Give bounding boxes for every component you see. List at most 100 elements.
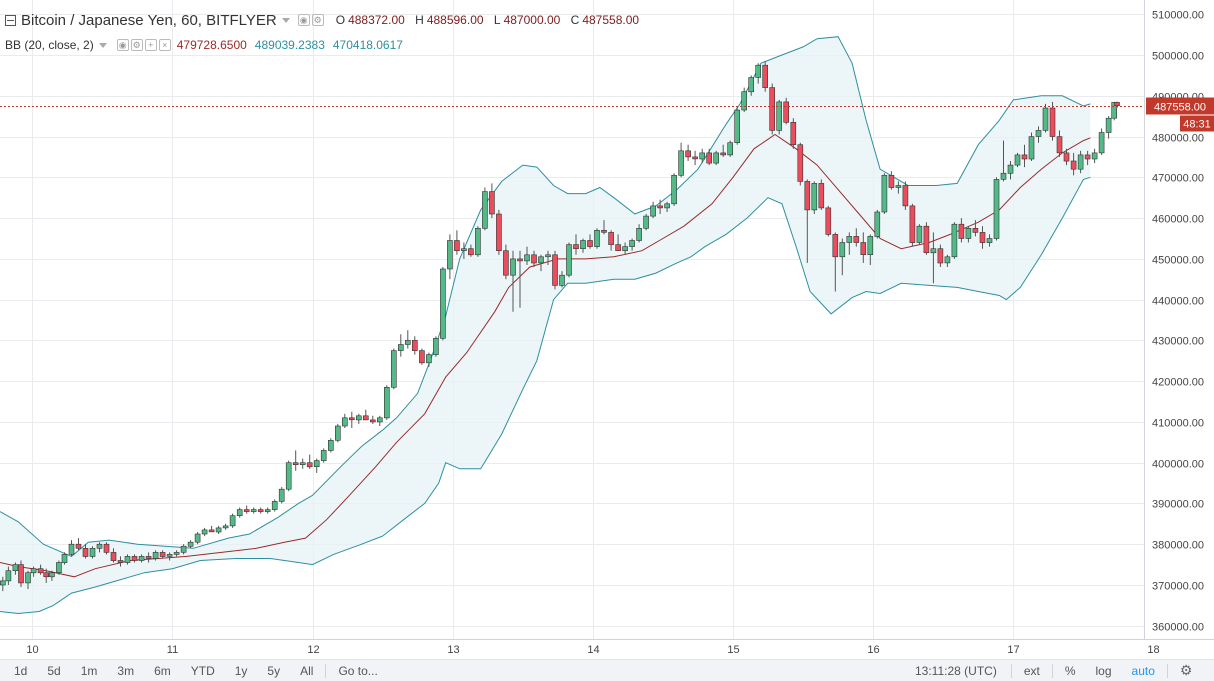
candle	[979, 226, 986, 249]
candle	[1056, 130, 1063, 157]
price-tick-label: 480000.00	[1152, 133, 1204, 145]
candle-body	[145, 556, 152, 559]
candle	[482, 187, 488, 231]
candle-body	[699, 152, 706, 160]
indicator-add-icon[interactable]: +	[144, 39, 157, 51]
utc-clock[interactable]: 13:11:28 (UTC)	[915, 663, 997, 678]
candle	[951, 222, 958, 259]
candle-body	[299, 462, 306, 466]
candle	[671, 173, 677, 206]
candle-body	[320, 450, 327, 461]
indicator-settings-icon[interactable]: ⚙	[130, 39, 143, 51]
eye-icon[interactable]: ◉	[297, 14, 310, 26]
indicator-chevron-icon[interactable]	[98, 42, 107, 48]
range-1m[interactable]: 1m	[80, 663, 98, 678]
settings-icon[interactable]: ⚙	[311, 14, 324, 26]
candle-body	[608, 232, 614, 245]
candle	[1014, 152, 1021, 168]
candle-body	[75, 543, 82, 549]
indicator-eye-icon[interactable]: ◉	[116, 39, 129, 51]
range-1d[interactable]: 1d	[14, 663, 28, 678]
candle	[797, 142, 804, 186]
goto-button[interactable]: Go to...	[338, 663, 378, 678]
range-5y[interactable]: 5y	[267, 663, 281, 678]
candle-body	[692, 156, 698, 160]
candle	[552, 250, 558, 290]
candle-body	[888, 175, 895, 188]
symbol-title[interactable]: Bitcoin / Japanese Yen, 60, BITFLYER	[21, 11, 277, 29]
candle-body	[671, 175, 677, 205]
range-ytd[interactable]: YTD	[190, 663, 215, 678]
candle-body	[496, 213, 502, 252]
range-all[interactable]: All	[300, 663, 314, 678]
candle	[12, 562, 19, 575]
candle	[110, 548, 117, 563]
auto-toggle[interactable]: auto	[1131, 663, 1155, 678]
candle-body	[566, 244, 572, 276]
candle	[524, 246, 530, 265]
candle-body	[390, 350, 397, 388]
candle-body	[811, 183, 818, 211]
candle-body	[776, 101, 783, 131]
candle	[1021, 144, 1028, 168]
price-axis[interactable]: 360000.00 370000.00 380000.00 390000.00 4000…	[1152, 10, 1204, 634]
candle	[404, 330, 411, 349]
range-6m[interactable]: 6m	[154, 663, 171, 678]
candle	[629, 238, 635, 251]
ext-toggle[interactable]: ext	[1023, 663, 1040, 678]
candle-body	[832, 234, 839, 258]
candle	[678, 142, 684, 178]
candle-body	[43, 572, 50, 578]
candle	[194, 532, 201, 545]
candle	[236, 507, 243, 518]
low-value: 487000.00	[503, 13, 561, 27]
candle-body	[622, 246, 628, 252]
time-axis[interactable]: 10 11 12 13 14 15 16 17 18	[26, 644, 1159, 656]
indicator-label[interactable]: BB (20, close, 2)	[5, 38, 94, 52]
candle-body	[734, 109, 741, 143]
candle-body	[524, 254, 530, 262]
candle-body	[103, 543, 110, 553]
log-toggle[interactable]: log	[1095, 663, 1112, 678]
bb-basis-value: 479728.6500	[176, 38, 247, 52]
candle	[96, 542, 103, 553]
candle	[1111, 101, 1117, 121]
candle-body	[5, 570, 12, 582]
range-5d[interactable]: 5d	[47, 663, 61, 678]
candle-body	[180, 545, 187, 553]
candle	[1049, 101, 1056, 141]
gear-icon[interactable]: ⚙	[1179, 662, 1193, 678]
candle-body	[404, 340, 411, 345]
candle	[313, 458, 320, 473]
collapse-icon[interactable]	[5, 14, 16, 26]
price-tick-label: 470000.00	[1152, 173, 1204, 185]
candle	[580, 238, 586, 253]
candle	[1098, 128, 1105, 155]
candle	[257, 507, 264, 514]
candle	[944, 254, 951, 267]
candle-body	[678, 150, 684, 176]
candle-body	[278, 488, 285, 502]
chart-legend: Bitcoin / Japanese Yen, 60, BITFLYER ◉ ⚙…	[5, 10, 646, 30]
candle	[734, 106, 741, 145]
candle-body	[797, 144, 804, 182]
candle	[82, 544, 89, 559]
candle	[341, 413, 348, 428]
candle-body	[944, 256, 951, 264]
percent-toggle[interactable]: %	[1064, 663, 1076, 678]
candle-body	[650, 205, 656, 217]
candle-body	[1084, 154, 1091, 160]
range-3m[interactable]: 3m	[117, 663, 135, 678]
candle	[440, 267, 446, 341]
range-1y[interactable]: 1y	[234, 663, 248, 678]
candle	[383, 385, 390, 420]
candle	[131, 554, 138, 563]
candle-body	[49, 572, 55, 578]
candle-body	[1070, 160, 1077, 170]
candle-body	[166, 554, 173, 557]
indicator-close-icon[interactable]: ×	[158, 39, 171, 51]
candle	[264, 507, 271, 514]
chevron-down-icon[interactable]	[281, 17, 290, 23]
candle-body	[355, 415, 362, 421]
